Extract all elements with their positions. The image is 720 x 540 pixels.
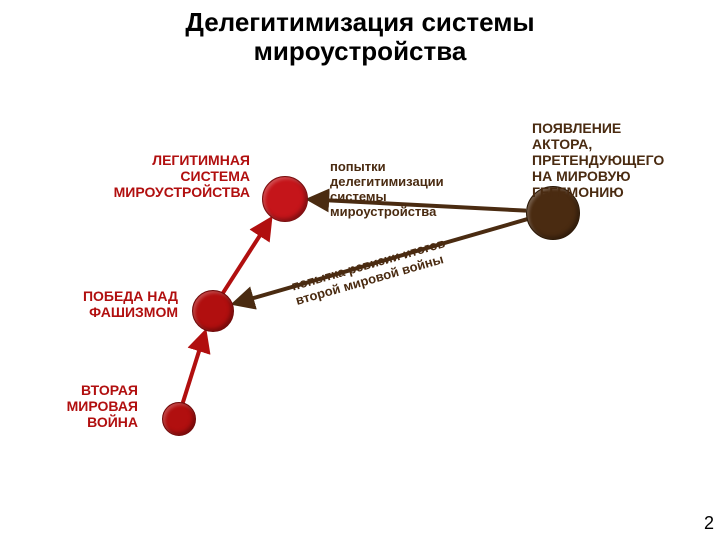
edge-e2 xyxy=(223,220,270,293)
diagram-stage: Делегитимизация системы мироустройства 2… xyxy=(0,0,720,540)
node-label-actor: ПОЯВЛЕНИЕ АКТОРА, ПРЕТЕНДУЮЩЕГО НА МИРОВ… xyxy=(532,120,712,200)
edge-label-e4: попытка ревизии итогов второй мировой во… xyxy=(290,236,451,309)
page-number: 2 xyxy=(704,513,714,534)
node-label-legit: ЛЕГИТИМНАЯ СИСТЕМА МИРОУСТРОЙСТВА xyxy=(80,152,250,200)
node-label-victory: ПОБЕДА НАД ФАШИЗМОМ xyxy=(58,288,178,320)
page-title: Делегитимизация системы мироустройства xyxy=(0,8,720,65)
edge-e1 xyxy=(183,333,205,403)
node-legit xyxy=(262,176,308,222)
node-victory xyxy=(192,290,234,332)
edge-label-e3: попытки делегитимизации системы мироустр… xyxy=(330,160,444,220)
node-label-ww2: ВТОРАЯ МИРОВАЯ ВОЙНА xyxy=(48,382,138,430)
node-ww2 xyxy=(162,402,196,436)
